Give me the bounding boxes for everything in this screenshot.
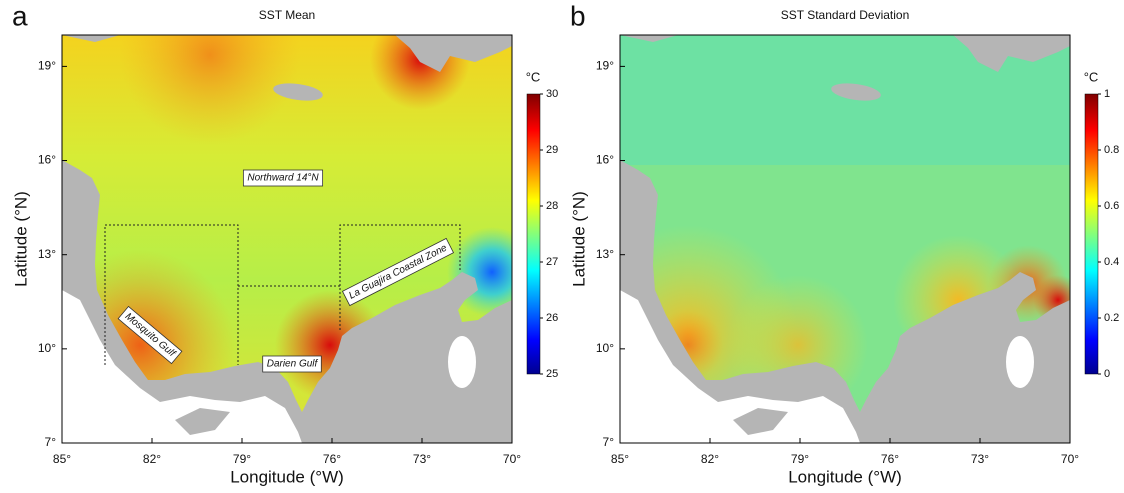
- y-tick-label: 13°: [596, 247, 614, 261]
- x-tick-label: 76°: [881, 452, 899, 466]
- map-title: SST Standard Deviation: [781, 8, 910, 22]
- annotation-box: [242, 169, 324, 187]
- y-axis-label: Latitude (°N): [569, 191, 588, 287]
- x-tick-label: 73°: [413, 452, 431, 466]
- map-b: [620, 35, 1070, 443]
- x-axis-label: Longitude (°W): [788, 467, 902, 486]
- x-tick-label: 79°: [791, 452, 809, 466]
- annotation-box: [262, 355, 322, 373]
- colorbar-tick-label: 1: [1104, 88, 1110, 100]
- y-tick-label: 13°: [38, 247, 56, 261]
- colorbar-tick-label: 0.8: [1104, 144, 1119, 156]
- x-tick-label: 70°: [1061, 452, 1079, 466]
- x-tick-label: 85°: [611, 452, 629, 466]
- colorbar-tick-label: 26: [546, 312, 558, 324]
- colorbar-tick-label: 0: [1104, 368, 1110, 380]
- colorbar-tick-label: 25: [546, 368, 558, 380]
- y-tick-label: 19°: [38, 59, 56, 73]
- x-tick-label: 82°: [701, 452, 719, 466]
- y-axis-label: Latitude (°N): [11, 191, 30, 287]
- x-tick-label: 82°: [143, 452, 161, 466]
- annotation: Darien Gulf: [262, 355, 322, 373]
- y-tick-label: 7°: [45, 435, 57, 449]
- y-tick-label: 16°: [596, 153, 614, 167]
- colorbar-tick-label: 30: [546, 88, 558, 100]
- panel-label: b: [570, 0, 586, 31]
- y-tick-label: 10°: [596, 341, 614, 355]
- annotation-text: Northward 14°N: [247, 173, 319, 184]
- x-tick-label: 79°: [233, 452, 251, 466]
- y-tick-label: 7°: [603, 435, 615, 449]
- annotation-box: [117, 305, 183, 365]
- colorbar-tick-label: 27: [546, 256, 558, 268]
- colorbar-tick-label: 28: [546, 200, 558, 212]
- colorbar: [1084, 93, 1099, 375]
- x-tick-label: 73°: [971, 452, 989, 466]
- panel-label: a: [12, 0, 28, 31]
- x-tick-label: 70°: [503, 452, 521, 466]
- x-axis-label: Longitude (°W): [230, 467, 344, 486]
- colorbar-tick-label: 0.6: [1104, 200, 1119, 212]
- y-tick-label: 10°: [38, 341, 56, 355]
- colorbar: [526, 93, 541, 375]
- x-tick-label: 85°: [53, 452, 71, 466]
- y-tick-label: 16°: [38, 153, 56, 167]
- colorbar-label: °C: [526, 69, 541, 84]
- map-a: [62, 35, 512, 443]
- colorbar-label: °C: [1084, 69, 1099, 84]
- colorbar-tick-label: 0.2: [1104, 312, 1119, 324]
- y-tick-label: 19°: [596, 59, 614, 73]
- x-tick-label: 76°: [323, 452, 341, 466]
- annotation-box: [341, 237, 455, 307]
- colorbar-tick-label: 29: [546, 144, 558, 156]
- map-frame: [61, 34, 513, 444]
- colorbar-tick-label: 0.4: [1104, 256, 1119, 268]
- map-frame: [619, 34, 1071, 444]
- map-title: SST Mean: [259, 8, 315, 22]
- annotation: Northward 14°N: [242, 169, 324, 187]
- annotation-text: Darien Gulf: [267, 359, 319, 370]
